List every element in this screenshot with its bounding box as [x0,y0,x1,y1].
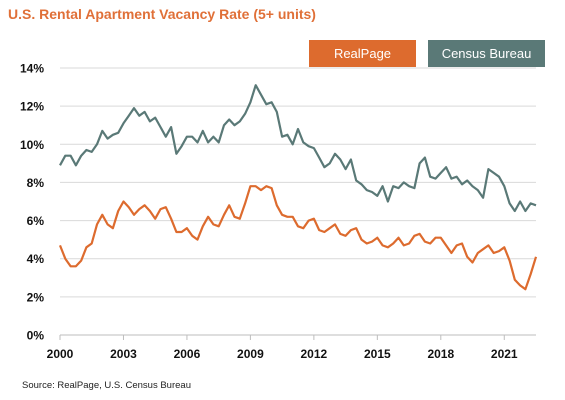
x-tick-label: 2012 [301,347,328,361]
source-note: Source: RealPage, U.S. Census Bureau [22,380,191,391]
x-tick-label: 2018 [427,347,454,361]
x-tick-label: 2006 [174,347,201,361]
y-tick-label: 12% [20,100,44,114]
y-tick-label: 6% [27,214,45,228]
legend-realpage: RealPage [309,40,416,67]
legend-census-bureau: Census Bureau [428,40,545,67]
x-tick-label: 2021 [491,347,518,361]
y-tick-label: 10% [20,138,44,152]
x-tick-label: 2015 [364,347,391,361]
y-tick-label: 0% [27,329,45,343]
series-line-census-bureau [59,84,537,213]
x-tick-label: 2009 [237,347,264,361]
y-tick-label: 14% [20,62,44,76]
x-tick-label: 2003 [110,347,137,361]
y-tick-label: 4% [27,252,45,266]
chart-title: U.S. Rental Apartment Vacancy Rate (5+ u… [8,6,316,22]
y-tick-label: 8% [27,176,45,190]
x-tick-label: 2000 [47,347,74,361]
y-tick-label: 2% [27,290,45,304]
series-line-realpage [58,185,538,291]
